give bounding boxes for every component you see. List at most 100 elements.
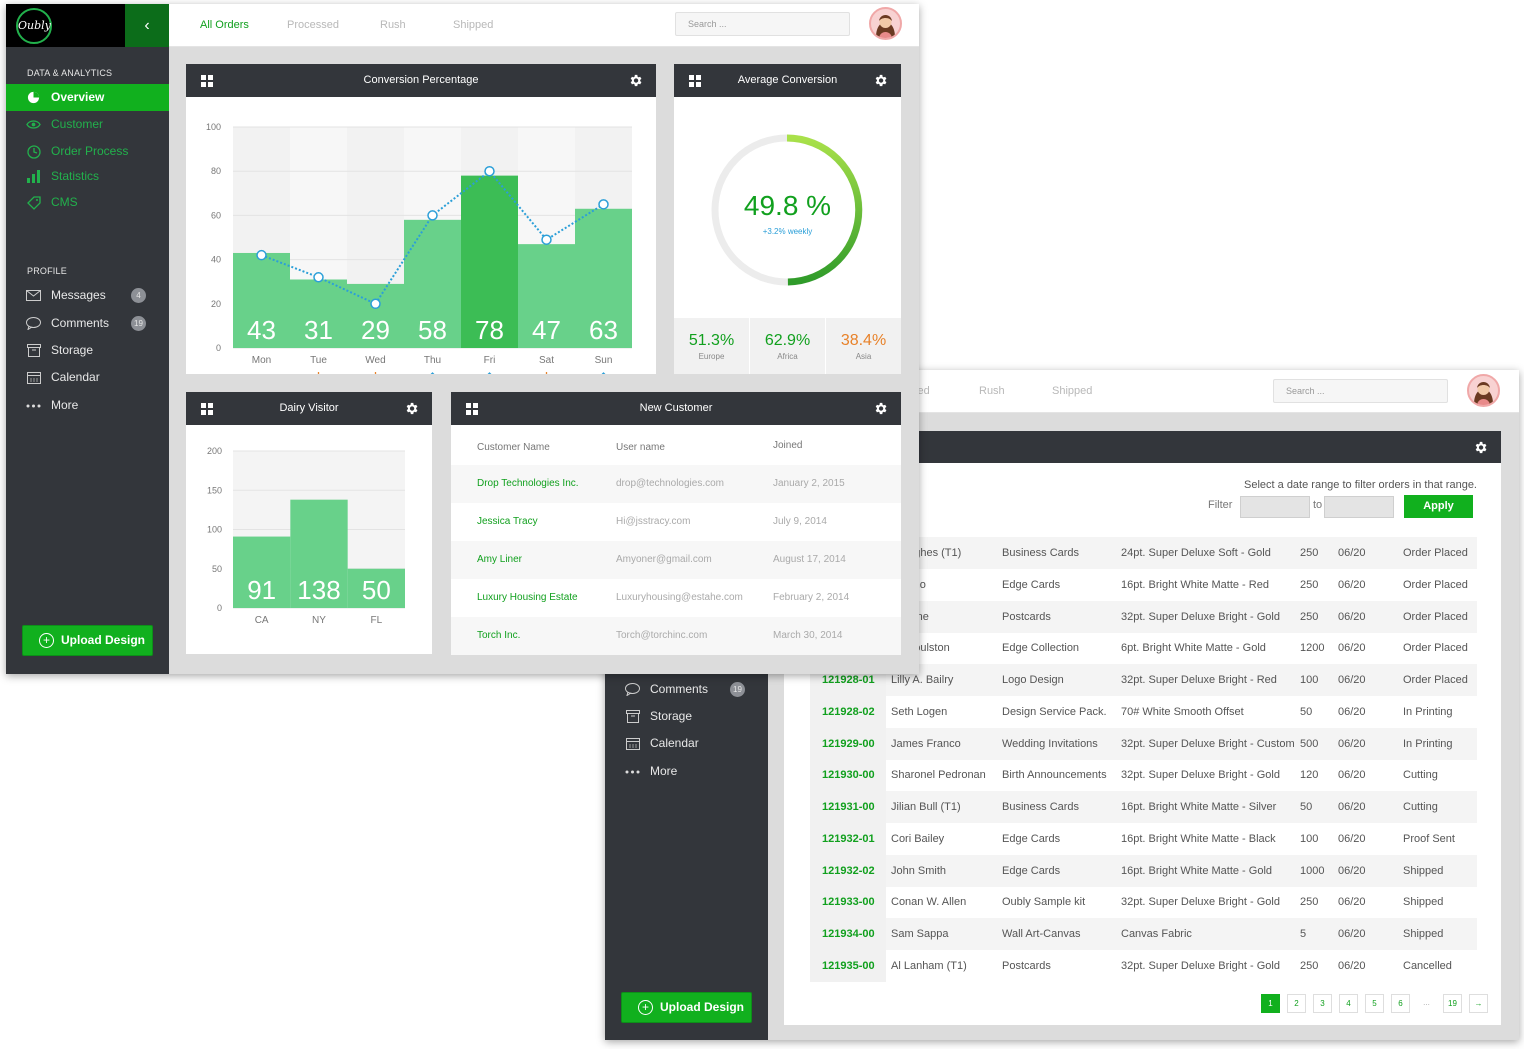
next-page-button[interactable]: → — [1469, 994, 1488, 1013]
line-point[interactable] — [370, 298, 381, 310]
order-id-cell[interactable]: 121928-01 — [822, 674, 875, 686]
gear-icon[interactable] — [628, 73, 643, 88]
table-row[interactable]: 121931-00 Jilian Bull (T1) Business Cards 1… — [810, 791, 1477, 823]
search-input[interactable]: Search ... — [1273, 379, 1448, 403]
customer-name-cell[interactable]: Drop Technologies Inc. — [477, 478, 579, 489]
bar-fri[interactable] — [461, 175, 518, 348]
customer-name-cell[interactable]: Torch Inc. — [477, 630, 521, 641]
sidebar-item-more[interactable]: More — [6, 392, 169, 419]
sidebar-item-cms[interactable]: CMS — [6, 189, 169, 216]
line-point[interactable] — [313, 272, 324, 283]
gear-icon[interactable] — [404, 401, 419, 416]
order-id-cell[interactable]: 121934-00 — [822, 928, 875, 940]
page-button-5[interactable]: 5 — [1365, 994, 1384, 1013]
line-point[interactable] — [541, 234, 552, 245]
sidebar-item-messages[interactable]: Messages 4 — [6, 282, 169, 309]
sidebar-item-storage[interactable]: Storage — [6, 337, 169, 364]
sidebar-item-customer[interactable]: Customer — [6, 111, 169, 138]
bar-ca[interactable] — [233, 536, 291, 608]
page-button-6[interactable]: 6 — [1391, 994, 1410, 1013]
table-row[interactable]: a StonePostcards32pt. Super Deluxe Brigh… — [810, 600, 1477, 633]
table-row[interactable]: 121928-01 Lilly A. Bailry Logo Design 32pt.… — [810, 664, 1477, 696]
sidebar-item-calendar[interactable]: Calendar — [6, 364, 169, 391]
date-from-input[interactable] — [1240, 496, 1310, 518]
bar-ny[interactable] — [290, 499, 348, 608]
tab-rush[interactable]: Rush — [380, 19, 406, 31]
gear-icon[interactable] — [873, 73, 888, 88]
grid-icon[interactable] — [201, 75, 213, 87]
bar-fl[interactable] — [347, 568, 405, 608]
bar-mon[interactable] — [233, 252, 290, 348]
bar-wed[interactable] — [347, 283, 404, 348]
bar-tue[interactable] — [290, 279, 347, 348]
grid-icon[interactable] — [466, 403, 478, 415]
avatar[interactable] — [869, 7, 902, 40]
bar-sat[interactable] — [518, 244, 575, 348]
sidebar-item-order-process[interactable]: Order Process — [6, 138, 169, 165]
gear-icon[interactable] — [873, 401, 888, 416]
gear-icon[interactable] — [1473, 440, 1488, 455]
line-point[interactable] — [598, 199, 609, 210]
order-id-cell[interactable]: 121930-00 — [822, 769, 875, 782]
sidebar-item-storage[interactable]: Storage — [605, 703, 768, 730]
table-row[interactable]: Jessica Tracy Hi@jsstracy.com July 9, 2014 — [451, 503, 901, 541]
order-id-cell[interactable]: 121933-00 — [822, 896, 875, 909]
line-point[interactable] — [427, 210, 438, 221]
search-input[interactable]: Search ... — [675, 12, 850, 36]
sidebar-item-more[interactable]: More — [605, 758, 768, 785]
quantity-cell: 250 — [1300, 896, 1319, 909]
grid-icon[interactable] — [201, 403, 213, 415]
table-row[interactable]: 121935-00 Al Lanham (T1) Postcards 32pt. Su… — [810, 949, 1477, 982]
page-button-1[interactable]: 1 — [1261, 994, 1280, 1013]
product-cell: Wedding Invitations — [1002, 737, 1098, 750]
collapse-sidebar-button[interactable]: ‹ — [125, 4, 169, 47]
table-row[interactable]: 121934-00 Sam Sappa Wall Art-Canvas Canvas … — [810, 918, 1477, 950]
table-row[interactable]: 121932-01 Cori Bailey Edge Cards 16pt. Brig… — [810, 822, 1477, 855]
avatar[interactable] — [1467, 374, 1500, 407]
tab-processed[interactable]: Processed — [287, 19, 339, 31]
table-row[interactable]: Luxury Housing Estate Luxuryhousing@estah… — [451, 579, 901, 617]
sidebar-item-comments[interactable]: Comments 19 — [6, 310, 169, 337]
page-button-2[interactable]: 2 — [1287, 994, 1306, 1013]
table-row[interactable]: 121929-00 James Franco Wedding Invitations… — [810, 727, 1477, 760]
order-id-cell[interactable]: 121935-00 — [822, 959, 875, 972]
line-point[interactable] — [484, 165, 495, 177]
customer-name-cell[interactable]: Amy Liner — [477, 554, 523, 565]
table-row[interactable]: 121932-02 John Smith Edge Cards 16pt. Brigh… — [810, 854, 1477, 887]
tab-all-orders[interactable]: All Orders — [200, 19, 249, 31]
page-button-4[interactable]: 4 — [1339, 994, 1358, 1013]
sidebar-item-overview[interactable]: Overview — [6, 84, 169, 111]
tab-shipped[interactable]: Shipped — [1052, 385, 1093, 397]
order-id-cell[interactable]: 121928-02 — [822, 705, 875, 718]
sidebar-item-calendar[interactable]: Calendar — [605, 730, 768, 757]
customer-name-cell[interactable]: Jessica Tracy — [477, 516, 538, 527]
table-row[interactable]: Amy Liner Amyoner@gmail.com August 17, 201… — [451, 541, 901, 579]
bar-sun[interactable] — [575, 208, 632, 348]
sidebar-item-comments[interactable]: Comments 19 — [605, 676, 768, 703]
order-id-cell[interactable]: 121932-01 — [822, 832, 875, 845]
table-row[interactable]: Torch Inc. Torch@torchinc.com March 30, 20… — [451, 617, 901, 655]
tab-rush[interactable]: Rush — [979, 385, 1005, 397]
grid-icon[interactable] — [689, 75, 701, 87]
sidebar-item-statistics[interactable]: Statistics — [6, 163, 169, 190]
order-id-cell[interactable]: 121931-00 — [822, 801, 875, 813]
table-row[interactable]: 121930-00 Sharonel Pedronan Birth Announce… — [810, 759, 1477, 792]
table-row[interactable]: Drop Technologies Inc. drop@technologies.… — [451, 465, 901, 503]
bar-thu[interactable] — [404, 219, 461, 348]
upload-design-button[interactable]: + Upload Design — [22, 625, 153, 656]
table-row[interactable]: 121928-02 Seth Logen Design Service Pack. 7… — [810, 695, 1477, 728]
table-row[interactable]: 121933-00 Conan W. Allen Oubly Sample kit 3… — [810, 886, 1477, 919]
order-id-cell[interactable]: 121929-00 — [822, 737, 875, 750]
upload-design-button[interactable]: + Upload Design — [621, 992, 752, 1023]
page-button-3[interactable]: 3 — [1313, 994, 1332, 1013]
logo-bar: Oubly ‹ — [6, 4, 169, 47]
apply-button[interactable]: Apply — [1404, 495, 1473, 518]
quantity-cell: 1200 — [1300, 642, 1325, 655]
tab-shipped[interactable]: Shipped — [453, 19, 494, 31]
order-id-cell[interactable]: 121932-02 — [822, 864, 875, 877]
line-point[interactable] — [256, 249, 267, 261]
date-to-input[interactable] — [1324, 496, 1394, 518]
page-button-19[interactable]: 19 — [1443, 994, 1462, 1013]
oubly-logo[interactable]: Oubly — [16, 8, 52, 44]
customer-name-cell[interactable]: Luxury Housing Estate — [477, 592, 578, 603]
